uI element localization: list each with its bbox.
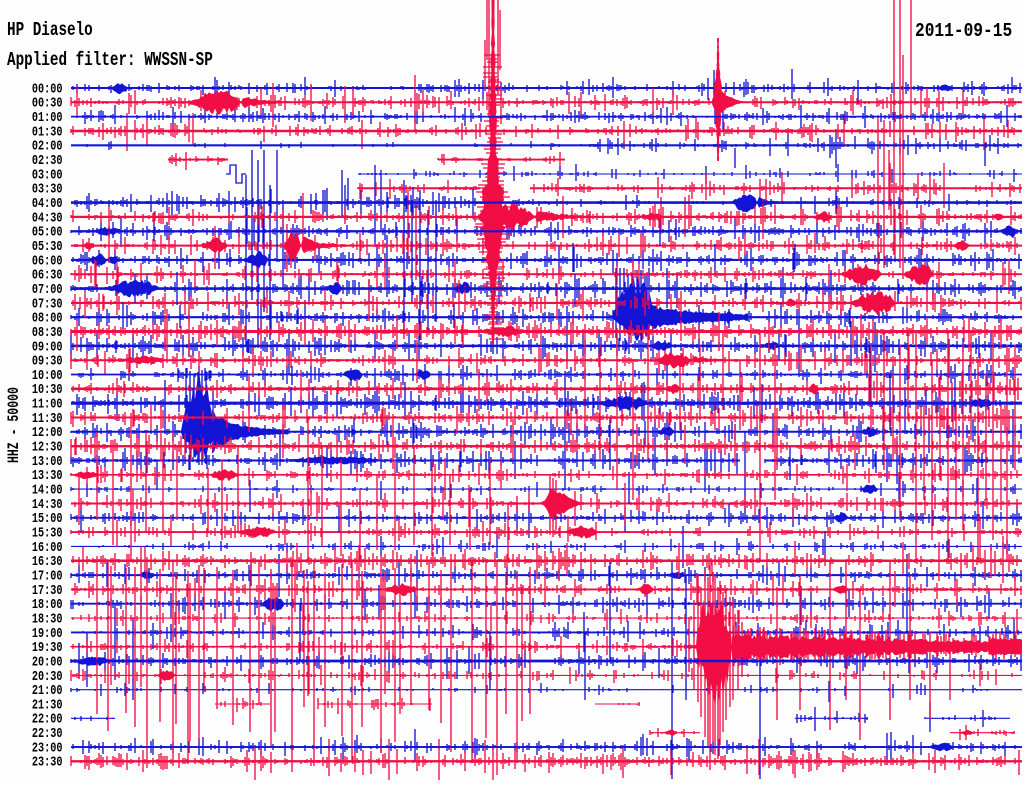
- svg-text:06:00: 06:00: [32, 253, 63, 269]
- svg-text:21:30: 21:30: [32, 697, 63, 713]
- svg-text:16:00: 16:00: [32, 539, 63, 555]
- svg-text:04:30: 04:30: [32, 210, 63, 226]
- svg-text:01:00: 01:00: [32, 110, 63, 126]
- svg-text:HHZ - 50000: HHZ - 50000: [7, 387, 24, 463]
- svg-text:02:30: 02:30: [32, 153, 63, 169]
- svg-text:19:30: 19:30: [32, 640, 63, 656]
- svg-text:08:00: 08:00: [32, 310, 63, 326]
- svg-text:02:00: 02:00: [32, 138, 63, 154]
- svg-text:12:30: 12:30: [32, 439, 63, 455]
- svg-text:11:00: 11:00: [32, 396, 63, 412]
- svg-text:03:30: 03:30: [32, 181, 63, 197]
- svg-text:22:30: 22:30: [32, 726, 63, 742]
- svg-text:15:30: 15:30: [32, 525, 63, 541]
- svg-text:17:00: 17:00: [32, 568, 63, 584]
- svg-text:17:30: 17:30: [32, 582, 63, 598]
- svg-text:20:30: 20:30: [32, 668, 63, 684]
- svg-text:07:30: 07:30: [32, 296, 63, 312]
- svg-text:22:00: 22:00: [32, 711, 63, 727]
- svg-text:18:30: 18:30: [32, 611, 63, 627]
- svg-text:14:30: 14:30: [32, 497, 63, 513]
- svg-text:05:00: 05:00: [32, 224, 63, 240]
- svg-text:00:00: 00:00: [32, 81, 63, 97]
- svg-text:01:30: 01:30: [32, 124, 63, 140]
- svg-text:2011-09-15: 2011-09-15: [915, 21, 1012, 43]
- svg-text:20:00: 20:00: [32, 654, 63, 670]
- svg-text:10:30: 10:30: [32, 382, 63, 398]
- svg-text:06:30: 06:30: [32, 267, 63, 283]
- svg-text:05:30: 05:30: [32, 239, 63, 255]
- svg-text:08:30: 08:30: [32, 325, 63, 341]
- svg-text:16:30: 16:30: [32, 554, 63, 570]
- svg-text:19:00: 19:00: [32, 625, 63, 641]
- svg-text:13:00: 13:00: [32, 454, 63, 470]
- svg-text:04:00: 04:00: [32, 196, 63, 212]
- svg-text:10:00: 10:00: [32, 368, 63, 384]
- svg-text:00:30: 00:30: [32, 95, 63, 111]
- svg-text:11:30: 11:30: [32, 411, 63, 427]
- svg-text:07:00: 07:00: [32, 282, 63, 298]
- svg-text:23:30: 23:30: [32, 754, 63, 770]
- svg-text:23:00: 23:00: [32, 740, 63, 756]
- svg-text:09:00: 09:00: [32, 339, 63, 355]
- svg-text:14:00: 14:00: [32, 482, 63, 498]
- svg-text:03:00: 03:00: [32, 167, 63, 183]
- svg-text:Applied filter: WWSSN-SP: Applied filter: WWSSN-SP: [7, 50, 213, 71]
- svg-text:12:00: 12:00: [32, 425, 63, 441]
- svg-text:15:00: 15:00: [32, 511, 63, 527]
- svg-text:13:30: 13:30: [32, 468, 63, 484]
- svg-text:HP Diaselo: HP Diaselo: [7, 20, 93, 41]
- svg-text:21:00: 21:00: [32, 683, 63, 699]
- svg-text:09:30: 09:30: [32, 353, 63, 369]
- svg-text:18:00: 18:00: [32, 597, 63, 613]
